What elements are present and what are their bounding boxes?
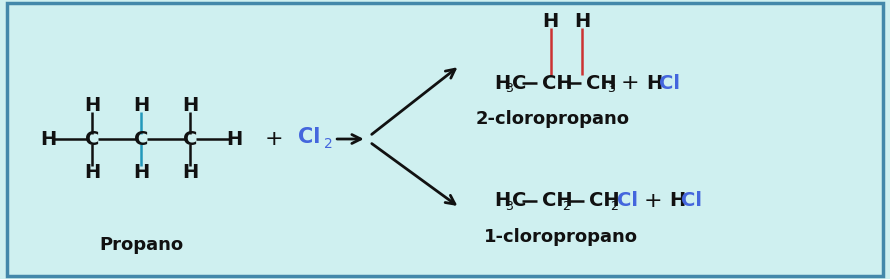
Text: C: C (512, 191, 526, 210)
Text: H: H (574, 12, 590, 31)
Text: 2: 2 (562, 200, 570, 213)
Text: +: + (264, 129, 283, 149)
Text: H: H (494, 74, 510, 93)
Text: Cl: Cl (298, 127, 320, 147)
Text: CH: CH (589, 191, 619, 210)
Text: 2-cloropropano: 2-cloropropano (475, 110, 629, 128)
Text: H: H (182, 96, 198, 115)
Text: H: H (134, 96, 150, 115)
Text: H: H (134, 163, 150, 182)
Text: 2: 2 (325, 137, 333, 151)
Text: Propano: Propano (99, 236, 183, 254)
Text: 3: 3 (505, 200, 513, 213)
Text: H: H (84, 96, 101, 115)
Text: Cl: Cl (659, 74, 680, 93)
Text: 3: 3 (607, 82, 615, 95)
Text: CH: CH (542, 191, 572, 210)
Text: H: H (647, 74, 663, 93)
Text: +: + (643, 191, 662, 211)
Text: 1-cloropropano: 1-cloropropano (484, 228, 638, 246)
Text: 3: 3 (505, 82, 513, 95)
Text: H: H (494, 191, 510, 210)
Text: H: H (182, 163, 198, 182)
Text: +: + (621, 73, 640, 93)
Text: C: C (134, 129, 149, 148)
Text: C: C (85, 129, 100, 148)
Text: H: H (84, 163, 101, 182)
Text: CH: CH (542, 74, 572, 93)
Text: H: H (226, 129, 242, 148)
Text: H: H (543, 12, 559, 31)
Text: 2: 2 (610, 200, 618, 213)
Text: H: H (669, 191, 685, 210)
Text: Cl: Cl (682, 191, 702, 210)
Text: C: C (512, 74, 526, 93)
Text: CH: CH (587, 74, 617, 93)
Text: H: H (40, 129, 56, 148)
Text: C: C (183, 129, 198, 148)
Text: Cl: Cl (617, 191, 637, 210)
